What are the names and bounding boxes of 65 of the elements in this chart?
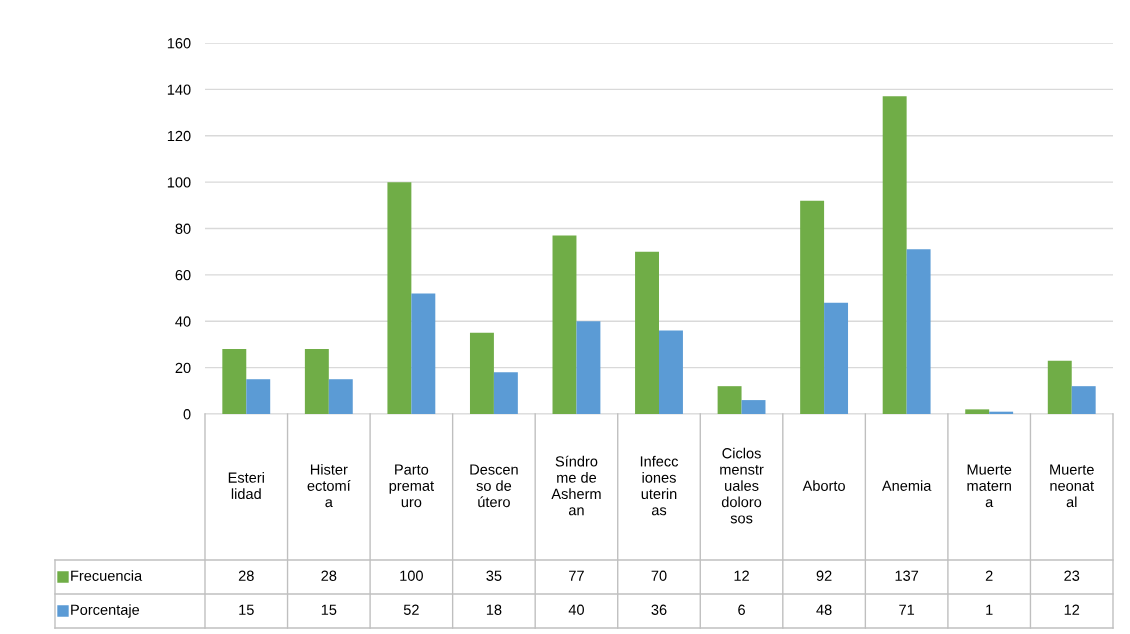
bar xyxy=(304,349,329,414)
data-label: 77 xyxy=(569,570,584,581)
y-tick-label: 20 xyxy=(175,362,191,374)
bar xyxy=(246,379,271,414)
data-label: 35 xyxy=(486,570,502,581)
data-label: 6 xyxy=(738,604,745,615)
bar xyxy=(1047,360,1072,414)
data-label: 1 xyxy=(986,604,993,615)
data-label: 18 xyxy=(486,604,502,615)
y-tick-label: 40 xyxy=(175,316,191,327)
x-tick-label: Síndrome de Asherman xyxy=(551,455,601,516)
x-tick-label: Parto prematuro xyxy=(389,464,434,508)
bar xyxy=(824,302,849,414)
data-label: 2 xyxy=(985,570,993,581)
bar xyxy=(493,372,518,414)
bar xyxy=(411,293,436,414)
data-label: 71 xyxy=(899,604,915,615)
x-tick-label: Ciclos menstruales dolorosos xyxy=(720,447,764,524)
bar xyxy=(965,409,990,414)
bar xyxy=(387,182,412,414)
bar xyxy=(882,96,907,414)
data-label: 70 xyxy=(651,570,667,581)
y-tick-label: 160 xyxy=(167,38,191,49)
data-label: 100 xyxy=(400,570,423,581)
data-label: 15 xyxy=(239,604,254,615)
x-tick-label: Muerte neonatal xyxy=(1050,464,1094,508)
bar xyxy=(906,249,931,414)
bar xyxy=(576,321,601,414)
data-label: 23 xyxy=(1064,570,1080,581)
y-tick-label: 140 xyxy=(167,84,191,95)
legend-label: Porcentaje xyxy=(71,604,140,618)
bar xyxy=(469,332,494,414)
y-tick-label: 80 xyxy=(175,223,191,234)
bar xyxy=(800,200,825,414)
bar xyxy=(222,349,247,414)
x-tick-label: Infecciones uterinas xyxy=(640,455,679,516)
data-label: 48 xyxy=(816,604,832,615)
y-tick-label: 60 xyxy=(175,269,191,281)
data-label: 12 xyxy=(1064,604,1080,615)
data-label: 40 xyxy=(568,604,584,615)
bar xyxy=(552,235,577,414)
data-label: 52 xyxy=(403,604,419,615)
legend-label: Frecuencia xyxy=(71,570,143,581)
bar xyxy=(741,400,766,414)
y-tick-label: 0 xyxy=(183,409,191,420)
data-label: 137 xyxy=(895,570,919,581)
x-tick-label: Anemia xyxy=(881,480,932,491)
bar xyxy=(1071,386,1096,414)
bar xyxy=(328,379,353,414)
y-tick-label: 100 xyxy=(167,177,191,188)
x-tick-label: Histerectomía xyxy=(307,463,351,508)
y-tick-label: 120 xyxy=(167,130,191,142)
data-label: 36 xyxy=(651,604,667,615)
x-tick-label: Muerte materna xyxy=(967,464,1012,508)
x-tick-label: Descenso de útero xyxy=(470,464,518,508)
data-label: 12 xyxy=(734,570,749,581)
data-label: 28 xyxy=(238,570,254,581)
x-tick-label: Esterilidad xyxy=(228,472,264,500)
data-label: 15 xyxy=(321,604,337,615)
bar xyxy=(717,386,742,414)
data-label: 92 xyxy=(816,570,832,581)
data-label: 28 xyxy=(321,570,337,581)
bar xyxy=(659,330,683,414)
x-tick-label: Aborto xyxy=(802,480,845,491)
bar xyxy=(635,251,659,414)
